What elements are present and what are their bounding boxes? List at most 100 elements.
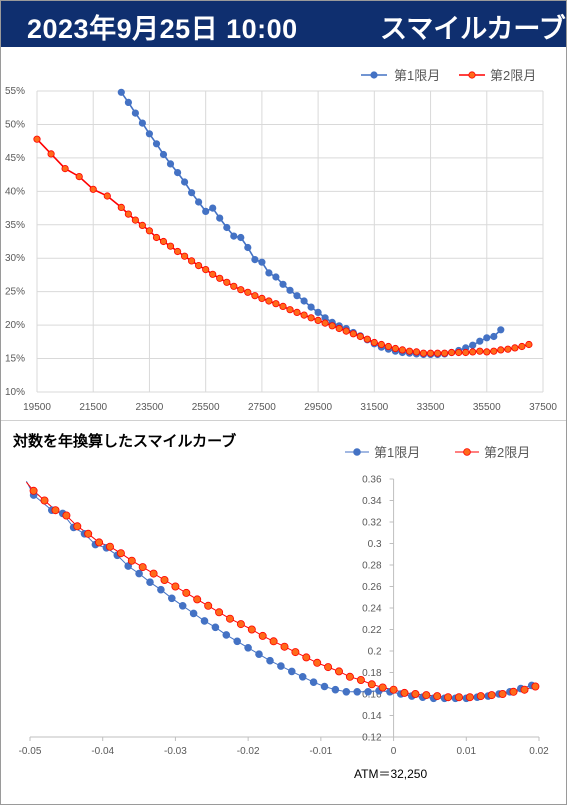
- data-point: [258, 631, 267, 640]
- data-point: [157, 585, 165, 594]
- data-point: [411, 689, 420, 698]
- x-tick-label: 35500: [473, 402, 501, 413]
- x-tick-label: 37500: [529, 402, 557, 413]
- x-tick-label: 19500: [23, 402, 51, 413]
- data-point: [433, 692, 442, 701]
- data-point: [314, 316, 322, 324]
- data-point: [520, 685, 529, 694]
- data-point: [230, 282, 238, 290]
- x-tick-label: 33500: [417, 402, 445, 413]
- data-point: [223, 278, 231, 286]
- data-point: [293, 308, 301, 316]
- data-point: [251, 256, 259, 264]
- y-tick-label: 0.32: [362, 518, 382, 529]
- x-tick-label: -0.04: [91, 746, 114, 757]
- y-tick-label: 0.24: [362, 604, 382, 615]
- y-tick-label: 0.36: [362, 475, 382, 486]
- data-point: [497, 326, 505, 334]
- data-point: [422, 691, 431, 700]
- data-point: [462, 348, 470, 357]
- legend-marker: [370, 71, 378, 79]
- data-point: [465, 693, 474, 702]
- data-point: [412, 348, 421, 356]
- data-point: [307, 314, 315, 322]
- data-point: [345, 672, 354, 681]
- data-point: [244, 288, 252, 296]
- data-point: [89, 185, 97, 193]
- legend-marker: [463, 448, 471, 456]
- data-point: [29, 486, 38, 495]
- y-tick-label: 30%: [5, 253, 25, 264]
- data-point: [138, 119, 146, 127]
- data-point: [215, 608, 224, 617]
- data-point: [62, 511, 71, 520]
- data-point: [124, 210, 133, 218]
- data-point: [181, 178, 189, 186]
- x-tick-label: -0.01: [309, 746, 332, 757]
- data-point: [490, 347, 498, 355]
- data-point: [353, 687, 362, 696]
- data-point: [400, 688, 409, 697]
- data-point: [202, 266, 210, 274]
- data-point: [146, 578, 154, 587]
- data-point: [272, 300, 280, 308]
- data-point: [61, 165, 69, 173]
- data-point: [247, 625, 256, 634]
- data-point: [321, 319, 329, 327]
- data-point: [189, 609, 198, 618]
- data-point: [166, 160, 175, 168]
- data-point: [331, 685, 340, 694]
- data-point: [251, 292, 259, 300]
- data-point: [222, 631, 231, 639]
- data-point: [280, 642, 289, 651]
- data-point: [103, 192, 111, 200]
- data-point: [342, 327, 350, 335]
- chart-implied-volatility: 10% 15% 20% 25% 30% 35% 40% 45% 50% 55% 19500 21500…: [5, 68, 557, 413]
- data-point: [209, 204, 217, 212]
- y-tick-label: 0.3: [368, 539, 382, 550]
- data-point: [364, 687, 372, 696]
- data-point: [377, 340, 385, 349]
- data-point: [106, 542, 115, 551]
- data-point: [279, 302, 287, 310]
- data-point: [265, 269, 273, 277]
- title-name: スマイルカーブ: [380, 14, 566, 44]
- data-point: [287, 667, 296, 676]
- data-point: [483, 334, 491, 342]
- data-point: [286, 286, 294, 294]
- legend-label: 第2限月: [490, 68, 536, 83]
- data-point: [73, 522, 82, 531]
- data-point: [47, 150, 55, 158]
- data-point: [518, 342, 526, 351]
- data-point: [349, 330, 357, 338]
- data-point: [174, 247, 182, 256]
- data-point: [168, 594, 176, 603]
- data-point: [320, 682, 329, 691]
- data-point: [511, 344, 519, 352]
- data-point: [363, 335, 371, 343]
- data-point: [307, 303, 315, 311]
- data-point: [293, 292, 301, 300]
- data-point: [277, 662, 285, 670]
- data-point: [159, 150, 168, 159]
- data-point: [171, 582, 180, 591]
- data-point: [334, 667, 343, 676]
- data-point: [476, 337, 484, 345]
- y-tick-label: 0.28: [362, 561, 382, 572]
- data-point: [181, 252, 189, 260]
- data-point: [127, 556, 136, 565]
- data-point: [178, 602, 187, 610]
- series-line: [36, 138, 530, 355]
- x-tick-label: -0.02: [237, 746, 260, 757]
- y-tick-label: 40%: [5, 186, 25, 197]
- data-point: [188, 189, 196, 197]
- data-point: [216, 274, 224, 282]
- data-point: [476, 692, 485, 701]
- y-tick-label: 0.22: [362, 625, 382, 636]
- data-point: [159, 237, 168, 246]
- y-tick-label: 35%: [5, 220, 25, 231]
- data-point: [302, 653, 311, 662]
- data-point: [419, 349, 428, 357]
- data-point: [342, 687, 351, 696]
